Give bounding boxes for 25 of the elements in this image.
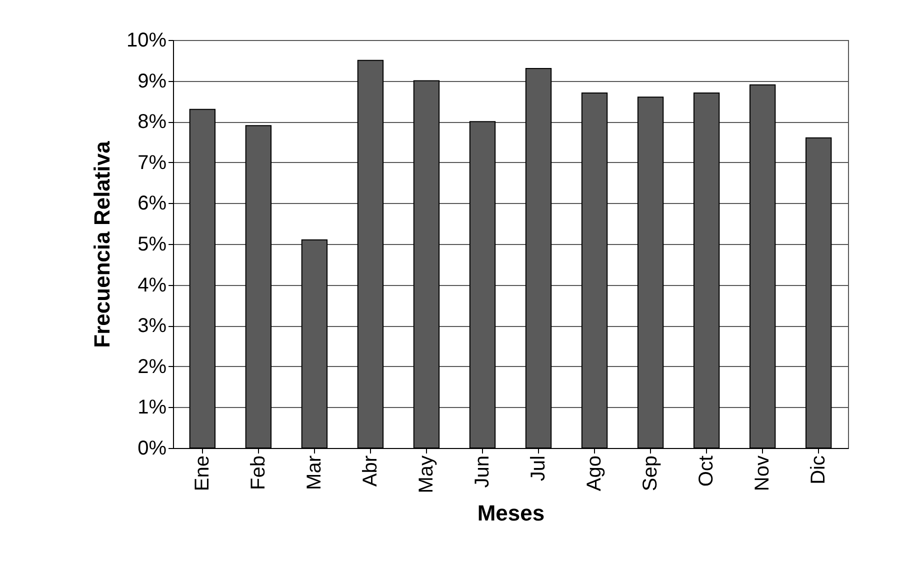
x-tick-label: Mar: [303, 455, 326, 490]
y-tick-label: 4%: [138, 274, 167, 296]
y-tick-label: 3%: [138, 315, 167, 338]
x-tick-label: Jun: [471, 456, 494, 488]
y-tick-label: 7%: [138, 152, 167, 174]
x-tick-label: Ago: [584, 456, 606, 492]
x-tick-label: Dic: [808, 456, 830, 484]
x-tick-label: Ene: [191, 456, 214, 492]
x-tick-label: Nov: [752, 456, 774, 492]
x-tick-label: May: [415, 456, 438, 494]
x-tick-label: Oct: [696, 455, 718, 487]
y-tick-label: 6%: [138, 192, 167, 215]
x-tick-label: Jul: [528, 456, 550, 482]
y-tick-label: 0%: [138, 438, 167, 460]
y-axis-title: Frecuencia Relativa: [89, 140, 114, 348]
x-axis-title: Meses: [477, 500, 545, 526]
y-tick-label: 10%: [126, 30, 167, 52]
y-tick-label: 2%: [138, 356, 167, 378]
y-tick-label: 8%: [138, 111, 167, 134]
y-tick-label: 1%: [138, 396, 167, 419]
x-tick-label: Sep: [640, 456, 662, 492]
y-tick-label: 9%: [138, 70, 167, 92]
x-tick-label: Abr: [359, 455, 382, 487]
x-tick-label: Feb: [247, 456, 270, 490]
y-tick-label: 5%: [138, 234, 167, 256]
